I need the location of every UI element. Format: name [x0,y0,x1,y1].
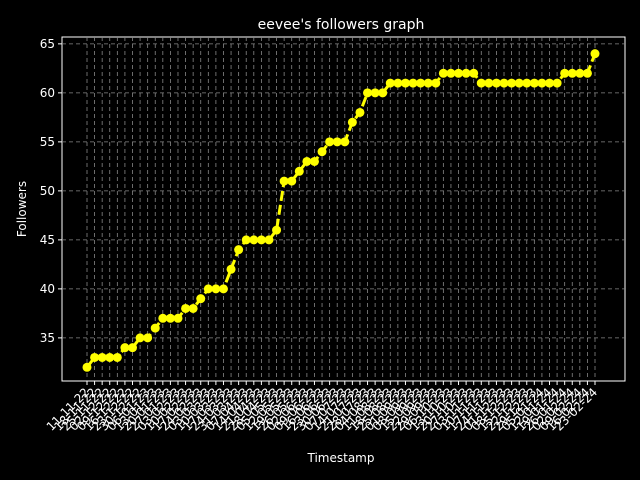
data-point [446,68,456,78]
data-point [378,88,388,98]
data-point [90,352,100,362]
data-point [400,78,410,88]
data-point [302,156,312,166]
data-point [127,343,137,353]
data-point [82,362,92,372]
data-point [363,88,373,98]
data-point [135,333,145,343]
y-tick-label: 50 [40,184,55,198]
data-point [537,78,547,88]
y-tick-label: 60 [40,86,55,100]
data-point [355,107,365,117]
data-point [552,78,562,88]
data-point [203,284,213,294]
data-point [575,68,585,78]
data-point [567,68,577,78]
data-point [461,68,471,78]
data-point [264,235,274,245]
data-point [476,78,486,88]
data-point [234,245,244,255]
y-tick-label: 40 [40,282,55,296]
data-point [590,49,600,59]
chart-title: eevee's followers graph [258,17,425,33]
data-point [226,264,236,274]
data-point [507,78,517,88]
y-tick-label: 65 [40,37,55,51]
data-point [431,78,441,88]
data-point [287,176,297,186]
data-point [340,137,350,147]
data-point [454,68,464,78]
data-point [484,78,494,88]
data-point [241,235,251,245]
data-point [272,225,282,235]
data-point [249,235,259,245]
y-tick-label: 35 [40,331,55,345]
data-point [181,303,191,313]
data-point [529,78,539,88]
data-point [385,78,395,88]
data-point [196,294,206,304]
plot-area [61,36,626,382]
data-point [514,78,524,88]
data-point [491,78,501,88]
y-tick-label: 55 [40,135,55,149]
data-point [560,68,570,78]
y-tick-label: 45 [40,233,55,247]
data-point [522,78,532,88]
data-point [370,88,380,98]
data-point [105,352,115,362]
data-point [112,352,122,362]
data-point [393,78,403,88]
data-point [499,78,509,88]
data-point [332,137,342,147]
data-point [279,176,289,186]
data-point [408,78,418,88]
data-point [582,68,592,78]
data-point [158,313,168,323]
data-point [165,313,175,323]
data-point [294,166,304,176]
data-point [150,323,160,333]
data-point [438,68,448,78]
data-point [347,117,357,127]
data-point [317,147,327,157]
data-point [120,343,130,353]
data-point [423,78,433,88]
data-point [173,313,183,323]
data-point [416,78,426,88]
data-point [469,68,479,78]
x-axis-label: Timestamp [307,451,375,465]
data-point [545,78,555,88]
data-point [188,303,198,313]
data-point [256,235,266,245]
marks [82,49,600,372]
data-point [218,284,228,294]
data-point [211,284,221,294]
data-point [325,137,335,147]
grid [62,37,625,381]
y-axis-label: Followers [15,181,29,237]
data-point [97,352,107,362]
data-point [309,156,319,166]
data-point [143,333,153,343]
